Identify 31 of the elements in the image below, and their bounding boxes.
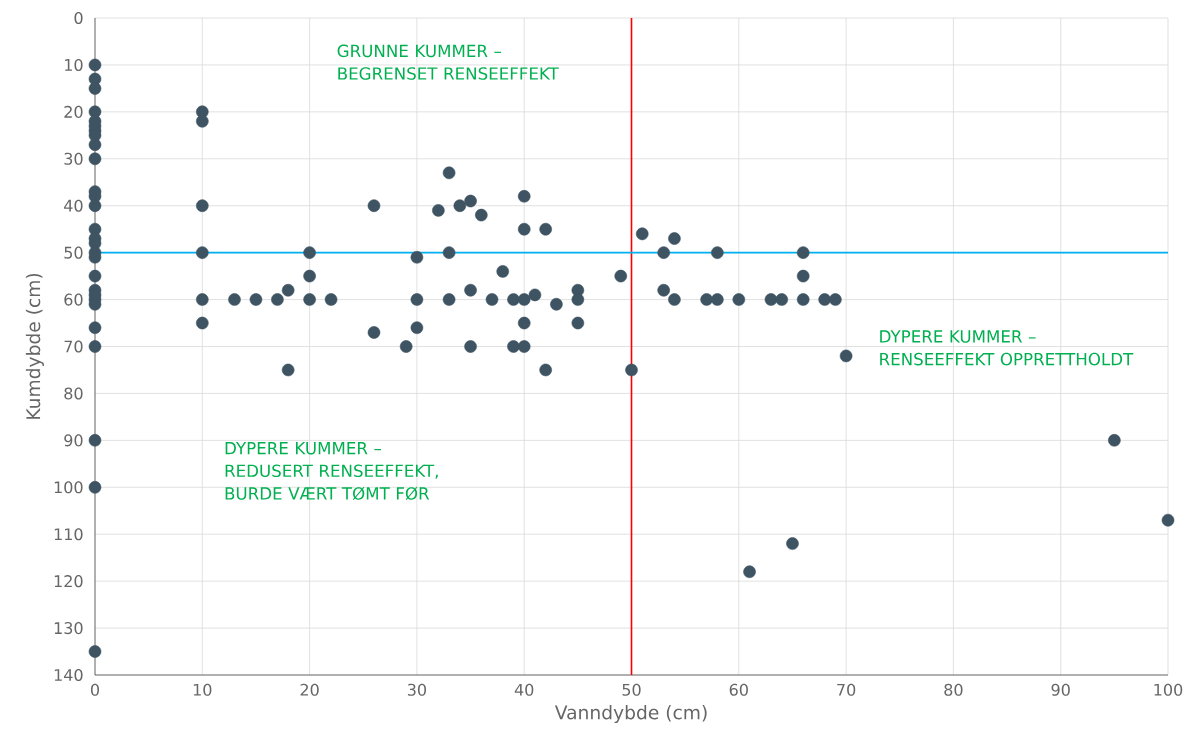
- y-tick-label: 30: [64, 152, 83, 165]
- x-tick-label: 30: [407, 683, 427, 696]
- y-tick-label: 90: [64, 434, 83, 447]
- annotation: GRUNNE KUMMER – BEGRENSET RENSEEFFEKT: [337, 44, 559, 80]
- y-tick-label: 120: [54, 575, 83, 588]
- y-tick-label: 0: [74, 11, 83, 25]
- y-tick-label: 60: [64, 293, 83, 306]
- x-tick-label: 100: [1154, 683, 1183, 696]
- y-tick-label: 20: [64, 105, 83, 118]
- x-axis-title: Vanndybde (cm): [554, 704, 707, 724]
- x-tick-label: 90: [1051, 683, 1070, 696]
- x-tick-label: 70: [837, 683, 856, 696]
- y-tick-label: 10: [65, 58, 83, 71]
- x-tick-label: 60: [729, 683, 748, 696]
- y-tick-label: 100: [54, 481, 83, 494]
- x-tick-label: 40: [514, 683, 534, 696]
- y-tick-label: 70: [64, 340, 83, 353]
- y-tick-label: 110: [54, 528, 83, 541]
- y-axis-title: Kumdybde (cm): [25, 273, 44, 419]
- y-tick-label: 130: [54, 622, 83, 635]
- y-tick-label: 140: [54, 668, 83, 682]
- y-tick-label: 50: [64, 246, 83, 259]
- x-tick-label: 10: [193, 683, 212, 696]
- x-tick-label: 50: [622, 683, 641, 696]
- x-tick-label: 80: [944, 683, 963, 696]
- x-tick-label: 20: [300, 683, 319, 696]
- annotation: DYPERE KUMMER – REDUSERT RENSEEFFEKT, BURDE VÆRT TØMT FØR: [225, 442, 438, 501]
- x-tick-label: 0: [90, 683, 100, 696]
- y-tick-label: 40: [64, 199, 83, 212]
- annotation: DYPERE KUMMER – RENSEEFFEKT OPPRETTHOLDT: [880, 330, 1134, 366]
- y-tick-label: 80: [64, 387, 83, 400]
